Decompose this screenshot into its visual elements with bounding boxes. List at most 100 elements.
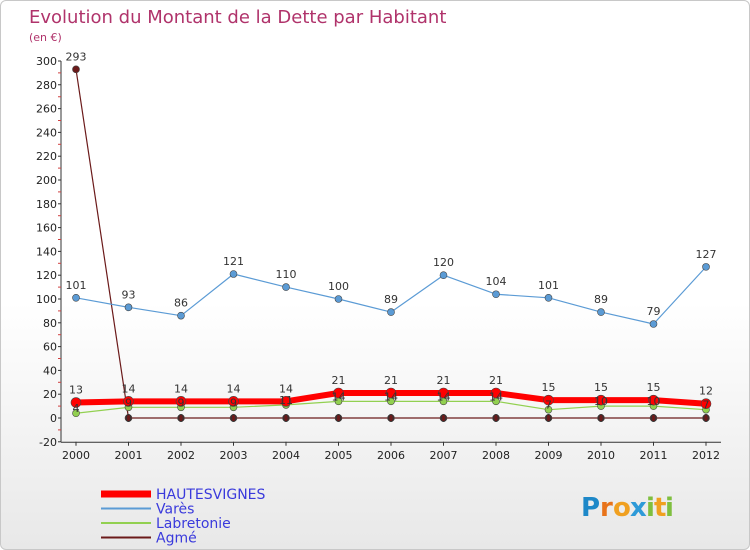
data-point: [282, 283, 290, 291]
data-label: 293: [66, 50, 87, 63]
data-label: 21: [437, 374, 451, 387]
chart-title: Evolution du Montant de la Dette par Hab…: [29, 7, 446, 28]
legend-item: Varès: [101, 502, 194, 518]
x-tick-label: 2005: [325, 449, 353, 462]
data-point: [72, 65, 80, 74]
data-label: 0: [703, 412, 710, 425]
data-label: 0: [440, 412, 447, 425]
y-tick-label: 120: [36, 269, 57, 282]
data-label: 14: [437, 390, 451, 403]
y-tick-label: 40: [43, 364, 57, 377]
data-point: [597, 414, 605, 422]
data-point: [439, 271, 448, 280]
logo-letter: i: [646, 493, 655, 523]
data-point: [123, 396, 134, 407]
data-label: 9: [125, 396, 132, 409]
logo-letter: x: [630, 493, 647, 523]
y-tick-label: 240: [36, 126, 57, 139]
data-label: 14: [174, 382, 188, 395]
x-tick-label: 2004: [272, 449, 300, 462]
series-hautesvignes: [70, 387, 712, 410]
data-label: 93: [122, 288, 136, 301]
data-point: [543, 394, 554, 406]
data-point: [280, 396, 292, 407]
data-point: [334, 295, 343, 303]
data-label: 101: [538, 279, 559, 292]
logo-letter: r: [600, 493, 613, 523]
x-tick-label: 2009: [535, 449, 563, 462]
data-label: 0: [125, 412, 132, 425]
data-label: 89: [384, 293, 398, 306]
data-label: 21: [384, 374, 398, 387]
data-point: [177, 414, 185, 422]
data-point: [438, 387, 449, 399]
data-label: 9: [230, 396, 237, 409]
x-tick-label: 2000: [62, 449, 90, 462]
data-point: [228, 396, 239, 407]
data-point: [385, 387, 397, 399]
labels-hautesvignes: 13 14 14 14 14 21 21 21 21 15 15 15 12: [69, 374, 713, 398]
data-point: [387, 414, 395, 422]
data-point: [72, 409, 80, 418]
data-point: [229, 270, 238, 278]
data-point: [702, 263, 710, 271]
data-point: [544, 294, 553, 302]
data-label: 13: [69, 384, 83, 397]
data-label: 14: [489, 390, 503, 403]
y-tick-label: 80: [43, 317, 57, 330]
data-label: 10: [647, 395, 661, 408]
x-tick-label: 2006: [377, 449, 405, 462]
x-tick-label: 2008: [482, 449, 510, 462]
data-point: [648, 394, 659, 406]
data-label: 21: [489, 374, 503, 387]
data-point: [597, 308, 605, 316]
y-tick-label: 300: [36, 55, 57, 68]
y-tick-label: 280: [36, 79, 57, 92]
data-label: 0: [335, 412, 342, 425]
x-tick-label: 2001: [115, 449, 143, 462]
data-label: 14: [227, 382, 241, 395]
data-point: [334, 414, 343, 422]
data-label: 0: [230, 412, 237, 425]
data-label: 15: [542, 381, 556, 394]
data-label: 10: [594, 395, 608, 408]
data-point: [700, 398, 712, 410]
logo-letter: t: [654, 493, 666, 523]
logo-letter: i: [665, 493, 674, 523]
x-tick-label: 2010: [587, 449, 615, 462]
logo-letter: P: [581, 493, 600, 523]
data-label: 15: [647, 381, 661, 394]
data-label: 0: [178, 412, 185, 425]
data-label: 14: [384, 390, 398, 403]
y-tick-label: 20: [43, 388, 57, 401]
data-label: 14: [122, 382, 136, 395]
data-label: 9: [178, 396, 185, 409]
data-point: [282, 414, 290, 422]
data-label: 104: [486, 275, 507, 288]
axes: -200204060801001201401601802002202402602…: [36, 55, 721, 462]
data-label: 110: [276, 268, 297, 281]
legend-label: Agmé: [156, 531, 197, 547]
legend-item: HAUTESVIGNES: [101, 487, 266, 503]
y-tick-label: 260: [36, 103, 57, 116]
data-point: [124, 303, 133, 312]
data-label: 0: [493, 412, 500, 425]
data-point: [439, 414, 448, 422]
data-label: 21: [332, 374, 346, 387]
data-point: [595, 394, 607, 406]
data-label: 100: [328, 280, 349, 293]
data-point: [175, 396, 187, 407]
labels-labretonie: 4 9 9 9 11 14 14 14 14 7 10 10 7: [73, 390, 710, 415]
data-label: 12: [699, 385, 713, 398]
data-point: [492, 290, 500, 299]
legend-label: Labretonie: [156, 516, 231, 532]
series-varès: [72, 263, 710, 328]
data-label: 89: [594, 293, 608, 306]
labels-varès: 101 93 86 121 110 100 89 120 104 101 89 79 127: [66, 248, 717, 318]
logo-letter: o: [613, 493, 631, 523]
data-label: 79: [647, 305, 661, 318]
